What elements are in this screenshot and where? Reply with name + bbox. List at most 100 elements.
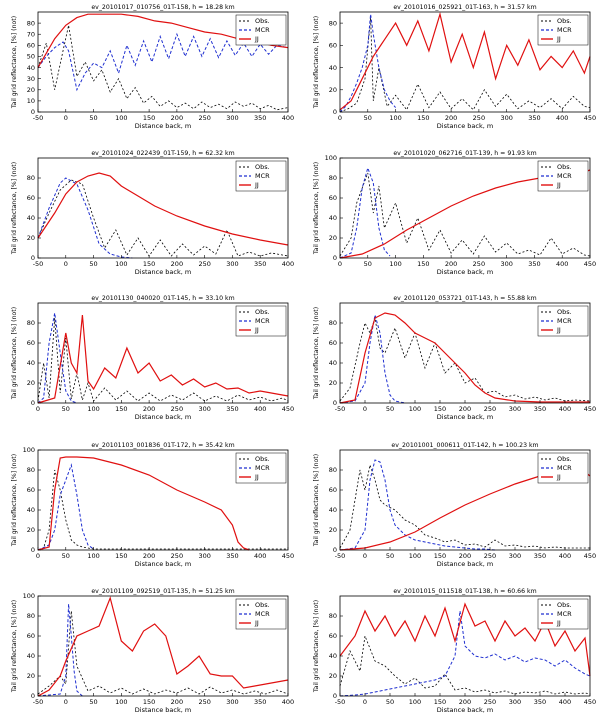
x-tick-label: 400 bbox=[559, 405, 571, 413]
y-tick-label: 40 bbox=[329, 506, 337, 514]
y-tick-label: 20 bbox=[329, 672, 337, 680]
y-tick-label: 100 bbox=[23, 446, 35, 454]
series-line-mcr bbox=[339, 610, 591, 697]
plot-frame bbox=[339, 11, 591, 113]
y-tick-label: 80 bbox=[27, 19, 35, 27]
x-tick-label: 0 bbox=[36, 405, 40, 413]
x-tick-label: 300 bbox=[198, 552, 210, 560]
y-tick-label: 0 bbox=[31, 546, 35, 554]
x-tick-label: 400 bbox=[282, 114, 294, 122]
x-tick-label: 250 bbox=[198, 260, 210, 268]
y-tick-label: 20 bbox=[329, 379, 337, 387]
series-line-mcr bbox=[37, 603, 83, 697]
y-axis-label: Tail grid reflectance, [%] (not) bbox=[313, 600, 320, 693]
x-axis-label: Distance back, m bbox=[437, 706, 493, 714]
legend-label: Obs. bbox=[557, 601, 572, 609]
legend-label: Obs. bbox=[255, 17, 270, 25]
x-tick-label: 200 bbox=[459, 405, 471, 413]
x-tick-label: 150 bbox=[417, 260, 429, 268]
series-line-obs bbox=[339, 17, 591, 113]
legend-label: JJ bbox=[556, 35, 561, 43]
x-tick-label: 100 bbox=[87, 405, 99, 413]
x-tick-label: 450 bbox=[584, 552, 596, 560]
y-tick-label: 20 bbox=[329, 86, 337, 94]
x-axis-label: Distance back, m bbox=[135, 122, 191, 130]
x-tick-label: 200 bbox=[143, 552, 155, 560]
legend-label: Obs. bbox=[557, 17, 572, 25]
y-axis-label: Tail grid reflectance, [%] (not) bbox=[11, 162, 18, 255]
x-tick-label: 0 bbox=[363, 698, 367, 706]
chart-panel-3: ev_20101024_022439_01T-159, h = 62.32 km… bbox=[11, 150, 294, 276]
legend-label: JJ bbox=[556, 326, 561, 334]
x-tick-label: 50 bbox=[62, 552, 70, 560]
x-tick-label: 350 bbox=[534, 405, 546, 413]
legend-label: Obs. bbox=[255, 163, 270, 171]
legend-label: MCR bbox=[557, 317, 572, 325]
legend-box bbox=[537, 452, 589, 484]
x-tick-label: 50 bbox=[386, 698, 394, 706]
chart-panel-6: ev_20101120_053721_01T-143, h = 55.88 km… bbox=[313, 295, 596, 421]
y-tick-label: 20 bbox=[27, 526, 35, 534]
y-tick-label: 60 bbox=[27, 339, 35, 347]
y-tick-label: 80 bbox=[27, 319, 35, 327]
x-tick-label: 400 bbox=[559, 552, 571, 560]
x-tick-label: 150 bbox=[434, 405, 446, 413]
x-tick-label: 350 bbox=[226, 552, 238, 560]
chart-title: ev_20101017_010756_01T-158, h = 18.28 km bbox=[91, 4, 234, 11]
series-line-jj bbox=[339, 11, 591, 111]
series-line-obs bbox=[339, 634, 591, 695]
x-tick-label: 200 bbox=[171, 260, 183, 268]
x-tick-label: 0 bbox=[36, 552, 40, 560]
x-tick-label: 400 bbox=[559, 698, 571, 706]
y-tick-label: 60 bbox=[329, 42, 337, 50]
x-tick-label: 250 bbox=[473, 260, 485, 268]
x-tick-label: 200 bbox=[445, 260, 457, 268]
y-tick-label: 20 bbox=[27, 234, 35, 242]
x-tick-label: -50 bbox=[335, 405, 346, 413]
chart-title: ev_20101015_011518_01T-138, h = 60.66 km bbox=[393, 588, 536, 595]
x-tick-label: 250 bbox=[198, 698, 210, 706]
y-tick-label: 80 bbox=[329, 174, 337, 182]
chart-title: ev_20101130_040020_01T-145, h = 33.10 km bbox=[91, 295, 234, 302]
legend-label: MCR bbox=[255, 172, 270, 180]
legend-label: MCR bbox=[255, 317, 270, 325]
x-tick-label: 150 bbox=[143, 698, 155, 706]
y-tick-label: 0 bbox=[31, 399, 35, 407]
x-tick-label: 400 bbox=[282, 698, 294, 706]
series-line-jj bbox=[37, 596, 289, 697]
y-tick-label: 80 bbox=[329, 319, 337, 327]
x-tick-label: 0 bbox=[338, 260, 342, 268]
x-tick-label: 50 bbox=[386, 405, 394, 413]
x-tick-label: 200 bbox=[171, 698, 183, 706]
legend-label: JJ bbox=[254, 35, 259, 43]
x-tick-label: 0 bbox=[363, 405, 367, 413]
y-tick-label: 60 bbox=[27, 42, 35, 50]
y-tick-label: 70 bbox=[27, 30, 35, 38]
x-tick-label: 300 bbox=[509, 698, 521, 706]
y-axis-label: Tail grid reflectance, [%] (not) bbox=[11, 454, 18, 547]
x-axis-label: Distance back, m bbox=[135, 268, 191, 276]
chart-title: ev_20101120_053721_01T-143, h = 55.88 km bbox=[393, 295, 536, 302]
x-tick-label: 250 bbox=[473, 114, 485, 122]
legend-label: MCR bbox=[557, 172, 572, 180]
legend-label: MCR bbox=[557, 26, 572, 34]
plot-frame bbox=[37, 11, 289, 113]
series-line-mcr bbox=[339, 14, 396, 113]
x-tick-label: 300 bbox=[500, 260, 512, 268]
legend-label: Obs. bbox=[255, 308, 270, 316]
x-tick-label: 250 bbox=[198, 114, 210, 122]
y-tick-label: 40 bbox=[329, 652, 337, 660]
x-tick-label: 50 bbox=[89, 260, 97, 268]
x-tick-label: 400 bbox=[556, 114, 568, 122]
legend-label: JJ bbox=[254, 181, 259, 189]
x-tick-label: 50 bbox=[89, 698, 97, 706]
legend-label: Obs. bbox=[255, 601, 270, 609]
series-line-obs bbox=[37, 610, 289, 695]
x-tick-label: 150 bbox=[434, 552, 446, 560]
chart-panel-10: ev_20101015_011518_01T-138, h = 60.66 km… bbox=[313, 588, 596, 714]
x-tick-label: 100 bbox=[389, 260, 401, 268]
y-tick-label: 80 bbox=[329, 19, 337, 27]
y-tick-label: 60 bbox=[329, 194, 337, 202]
x-tick-label: 450 bbox=[282, 552, 294, 560]
